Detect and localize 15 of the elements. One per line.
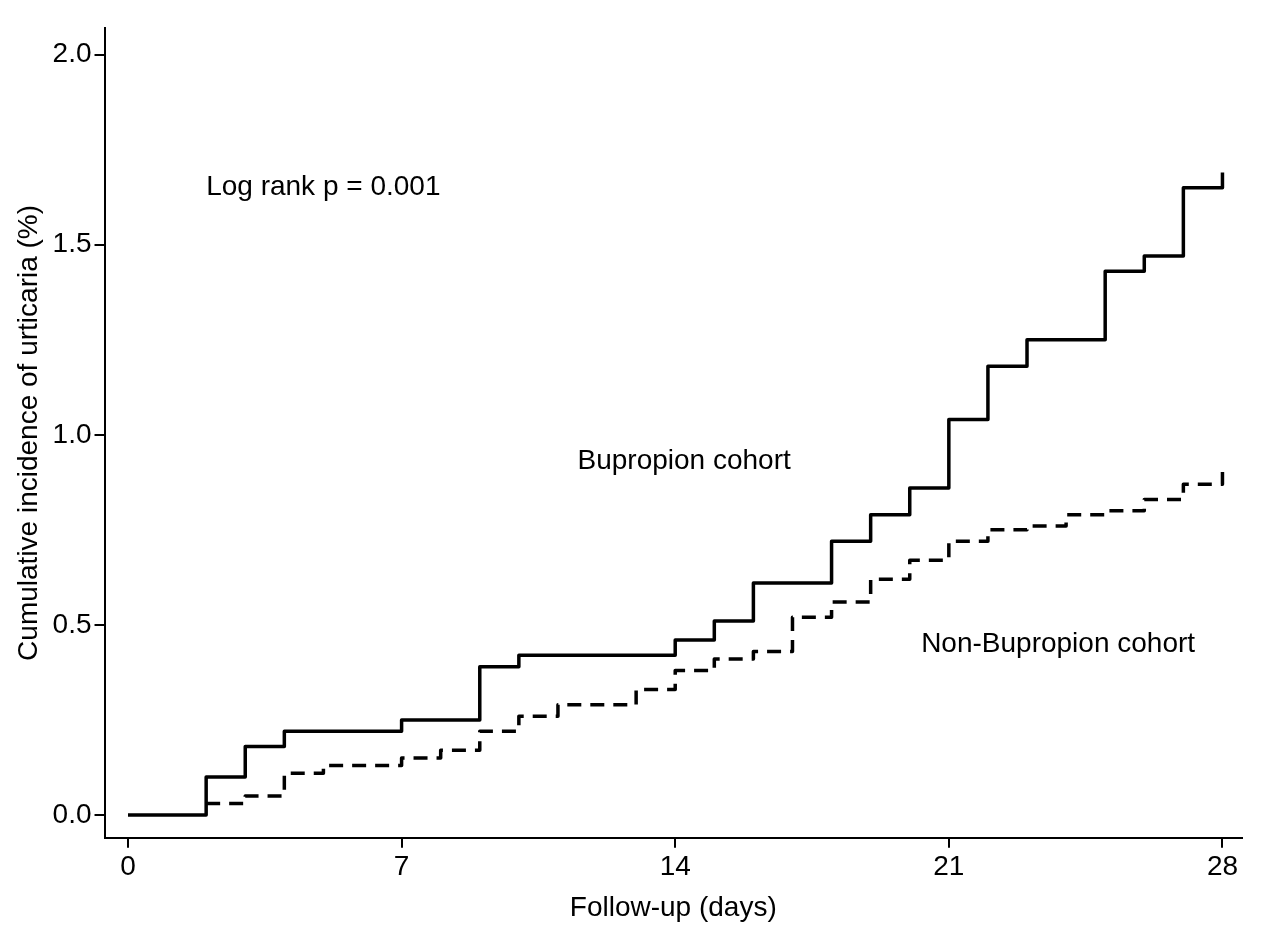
y-tick-label: 2.0 [52, 37, 92, 69]
x-tick-label: 7 [393, 850, 410, 882]
x-tick-label: 0 [120, 850, 136, 882]
text: Bupropion cohort [577, 444, 791, 476]
x-tick-label: 28 [1206, 850, 1239, 882]
x-axis-title: Follow-up (days) [569, 890, 777, 922]
y-tick-label: 1.0 [52, 417, 92, 449]
y-tick-label: 0.0 [52, 797, 92, 829]
y-axis-title: Cumulative incidence of urticaria (%) [11, 204, 43, 661]
y-tick-label: 0.5 [52, 607, 92, 639]
x-tick-label: 21 [933, 850, 965, 882]
annotation: Log rank p = 0.001 [206, 170, 441, 202]
series-label: Non-Bupropion cohort [921, 626, 1196, 658]
x-tick-label: 14 [659, 850, 691, 882]
y-tick-label: 1.5 [52, 227, 92, 259]
